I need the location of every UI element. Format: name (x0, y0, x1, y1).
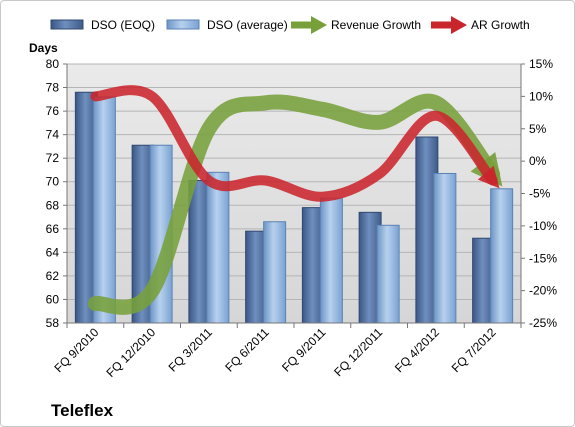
right-tick-label: 5% (529, 122, 547, 136)
bar-dso-average (92, 96, 116, 324)
bar-dso-average (206, 171, 230, 324)
left-tick-label: 60 (46, 292, 60, 306)
x-tick-label: FQ 7/2012 (449, 325, 499, 375)
legend-label-ar-growth: AR Growth (471, 18, 530, 32)
left-tick-label: 68 (46, 198, 60, 212)
right-tick-label: -15% (529, 251, 557, 265)
left-tick-label: 66 (46, 222, 60, 236)
x-tick-label: FQ 12/2011 (331, 325, 385, 379)
legend-swatch-dso-eoq (50, 19, 84, 30)
legend: DSO (EOQ) DSO (average) Revenue Growth AR G… (50, 16, 530, 34)
right-tick-label: -10% (529, 219, 557, 233)
legend-swatch-dso-average (166, 19, 200, 30)
right-tick-label: -5% (529, 187, 551, 201)
series-line-revenue-growth (87, 93, 503, 315)
x-tick-label: FQ 9/2011 (279, 325, 329, 375)
x-tick-label: FQ 3/2011 (166, 325, 216, 375)
left-tick-label: 64 (46, 245, 60, 259)
left-tick-label: 80 (46, 57, 60, 71)
legend-label-dso-average: DSO (average) (207, 18, 288, 32)
x-tick-label: FQ 12/2010 (104, 325, 159, 380)
company-label: Teleflex (51, 401, 114, 420)
bar-dso-average (319, 197, 343, 324)
right-tick-label: 0% (529, 154, 547, 168)
legend-arrow-revenue-growth (311, 16, 327, 34)
bars (74, 91, 514, 324)
growth-lines (87, 85, 503, 315)
left-tick-label: 70 (46, 175, 60, 189)
bar-dso-average (376, 224, 400, 324)
right-tick-label: 15% (529, 57, 553, 71)
x-tick-label: FQ 4/2012 (392, 325, 442, 375)
left-axis-title: Days (29, 41, 58, 55)
x-tick-label: FQ 9/2010 (52, 325, 102, 375)
right-tick-label: 10% (529, 89, 553, 103)
bar-dso-average (490, 188, 514, 324)
legend-label-dso-eoq: DSO (EOQ) (91, 18, 155, 32)
left-tick-label: 74 (46, 128, 60, 142)
left-tick-label: 58 (46, 316, 60, 330)
legend-label-revenue-growth: Revenue Growth (331, 18, 421, 32)
left-tick-label: 62 (46, 269, 60, 283)
legend-arrow-ar-growth (451, 16, 467, 34)
right-tick-label: -25% (529, 316, 557, 330)
series-line-ar-growth (90, 85, 500, 202)
left-tick-label: 72 (46, 151, 60, 165)
x-tick-label: FQ 6/2011 (222, 325, 272, 375)
left-tick-label: 76 (46, 104, 60, 118)
left-tick-label: 78 (46, 81, 60, 95)
bar-dso-average (433, 172, 457, 324)
right-tick-label: -20% (529, 284, 557, 298)
bar-dso-average (263, 221, 287, 324)
